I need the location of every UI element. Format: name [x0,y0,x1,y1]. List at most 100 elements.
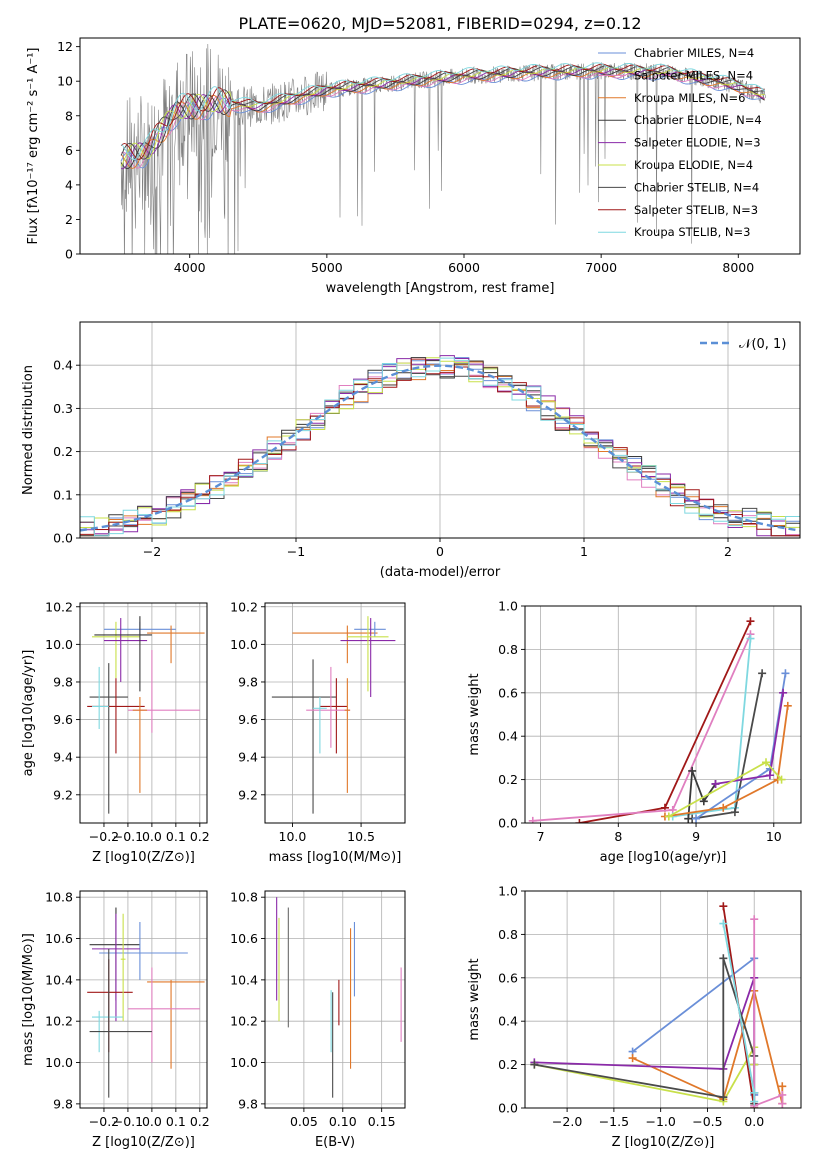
axes-frame [524,605,802,824]
x-tick-label: 0.10 [329,1114,357,1129]
y-tick-label: 10 [57,74,73,89]
x-tick-label: −0.1 [113,1114,143,1129]
axes-frame [79,890,208,1109]
data-point-marker [779,688,788,697]
y-tick-label: 0.8 [498,927,518,942]
y-tick-label: 0.0 [498,816,518,831]
x-axis-label: (data-model)/error [380,565,501,580]
model-spectrum-line [120,62,765,161]
x-tick-label: 0.0 [142,1114,162,1129]
x-tick-label: 0.1 [166,1114,186,1129]
y-tick-label: 10.0 [45,637,73,652]
data-point-marker [530,1060,539,1069]
x-tick-label: −0.2 [89,829,119,844]
y-tick-label: 9.8 [238,674,258,689]
axes-frame [79,602,208,824]
axes-frame [79,37,801,255]
y-tick-label: 0.0 [498,1101,518,1116]
mass-weight-line [753,919,784,1108]
data-point-marker [628,1054,637,1063]
data-point-marker [699,797,708,806]
panel-massweight_vs_Z: −2.0 −1.5 −1.0 −0.5 0.0 0.0 0.2 0.4 0.6 0.8 1.0 Z [… [467,884,802,1150]
y-tick-label: 9.4 [238,750,258,765]
y-tick-label: 0.0 [53,531,73,546]
legend-label: Kroupa MILES, N=6 [634,91,746,105]
axes-frame [264,890,406,1109]
y-axis-label: mass [log10(M/M⊙)] [21,933,36,1066]
y-tick-label: 0.6 [498,970,518,985]
y-tick-label: 9.6 [238,712,258,727]
data-point-marker [777,775,786,784]
data-point-marker [762,758,771,767]
axes-frame [79,321,801,539]
y-tick-label: 0.4 [53,358,73,373]
x-tick-label: 0.0 [142,829,162,844]
legend-label: Kroupa ELODIE, N=4 [634,158,753,172]
data-point-marker [719,954,728,963]
y-axis-label: Flux [fλ10⁻¹⁷ erg cm⁻² s⁻¹ A⁻¹] [26,48,41,245]
x-tick-label: −0.5 [692,1114,722,1129]
data-point-marker [730,808,739,817]
y-tick-label: 10.8 [45,890,73,905]
y-tick-label: 10.2 [45,1014,73,1029]
data-point-marker [692,814,701,823]
x-tick-label: 10.0 [279,829,307,844]
x-axis-label: Z [log10(Z/Z⊙)] [92,1135,195,1150]
x-tick-label: 0.15 [368,1114,396,1129]
data-point-marker [781,669,790,678]
data-point-marker [528,816,537,823]
legend-label: 𝒩(0, 1) [739,337,786,352]
y-tick-label: 1.0 [498,884,518,899]
data-point-marker [778,1099,787,1108]
y-tick-label: 8 [65,108,73,123]
x-tick-label: 5000 [311,260,343,275]
mass-weight-line [687,770,717,819]
plot-area [276,897,402,1098]
data-point-marker [750,1097,759,1106]
plot-area [530,902,787,1108]
data-point-marker [778,1082,787,1091]
model-spectrum-line [121,68,765,170]
x-tick-label: 0.05 [290,1114,318,1129]
model-spectrum-line [120,71,765,169]
y-tick-label: 9.4 [53,750,73,765]
y-tick-label: 0.2 [498,772,518,787]
legend-label: Chabrier STELIB, N=4 [634,180,759,194]
y-tick-label: 9.8 [53,674,73,689]
y-tick-label: 10.2 [45,599,73,614]
plot-area [271,616,396,814]
y-tick-label: 0.4 [498,1014,518,1029]
x-tick-label: −2.0 [552,1114,582,1129]
data-point-marker [765,771,774,780]
figure-title: PLATE=0620, MJD=52081, FIBERID=0294, z=0… [238,14,641,33]
panel-residuals: −2 −1 0 1 2 0.0 0.1 0.2 0.3 0.4 (data-model)/error… [21,321,801,580]
x-tick-label: 8 [614,829,622,844]
x-axis-label: wavelength [Angstrom, rest frame] [326,281,555,296]
y-tick-label: 10.6 [45,931,73,946]
data-point-marker [719,902,728,911]
y-tick-label: 10.2 [230,599,258,614]
y-tick-label: 0.1 [53,487,73,502]
y-axis-label: Normed distribution [21,365,36,495]
x-tick-label: 0.2 [190,1114,210,1129]
x-tick-label: 0.2 [190,829,210,844]
plot-area [87,616,205,814]
data-point-marker [778,1090,787,1099]
x-tick-label: −0.1 [113,829,143,844]
x-tick-label: 8000 [722,260,754,275]
x-axis-label: mass [log10(M/M⊙)] [269,850,402,865]
y-tick-label: 0 [65,247,73,262]
panel-mass_vs_Z: −0.2−0.10.0 0.1 0.2 9.8 10.0 10.2 10.4 10.6 10.8… [21,890,210,1150]
x-tick-label: −1.0 [645,1114,675,1129]
plot-area [528,617,792,823]
data-point-marker [688,766,697,775]
y-tick-label: 0.6 [498,685,518,700]
y-tick-label: 9.2 [53,787,73,802]
plot-area [80,355,800,537]
axes-frame [524,890,802,1109]
x-tick-label: 9 [692,829,700,844]
y-axis-label: age [log10(age/yr)] [21,650,36,777]
x-axis-label: E(B-V) [315,1135,355,1150]
panel-age_vs_mass: 10.0 10.5 9.2 9.4 9.6 9.8 10.0 10.2 mass [log10(… [230,599,406,865]
data-point-marker [711,779,720,788]
